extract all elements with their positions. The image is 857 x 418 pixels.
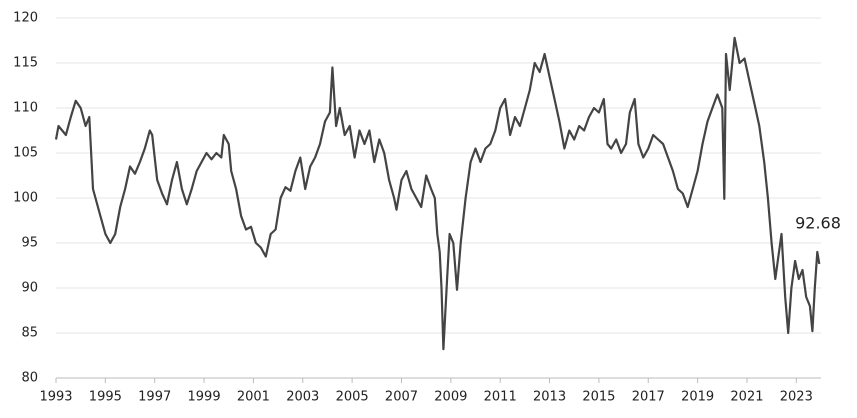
x-tick-label: 2019 [681, 390, 714, 405]
x-tick-label: 2003 [286, 390, 319, 405]
x-tick-label: 1993 [39, 390, 72, 405]
x-tick-label: 2015 [582, 390, 615, 405]
data-line [54, 36, 821, 351]
x-tick-label: 2011 [484, 390, 517, 405]
y-tick-label: 115 [13, 56, 38, 71]
x-tick-label: 2007 [385, 390, 418, 405]
x-tick-label: 2023 [780, 390, 813, 405]
y-tick-label: 85 [21, 326, 38, 341]
y-tick-label: 110 [13, 101, 38, 116]
y-tick-label: 120 [13, 11, 38, 26]
x-tick-label: 2017 [632, 390, 665, 405]
y-tick-label: 100 [13, 191, 38, 206]
y-tick-label: 105 [13, 146, 38, 161]
x-tick-label: 1999 [188, 390, 221, 405]
y-tick-label: 80 [21, 371, 38, 386]
y-tick-label: 95 [21, 236, 38, 251]
x-tick-label: 1997 [138, 390, 171, 405]
x-tick-label: 2001 [237, 390, 270, 405]
y-tick-label: 90 [21, 281, 38, 296]
x-tick-label: 2021 [730, 390, 763, 405]
end-value-annotation: 92.68 [795, 214, 841, 233]
x-tick-label: 1995 [89, 390, 122, 405]
x-tick-label: 2013 [533, 390, 566, 405]
x-tick-label: 2005 [336, 390, 369, 405]
x-tick-label: 2009 [434, 390, 467, 405]
